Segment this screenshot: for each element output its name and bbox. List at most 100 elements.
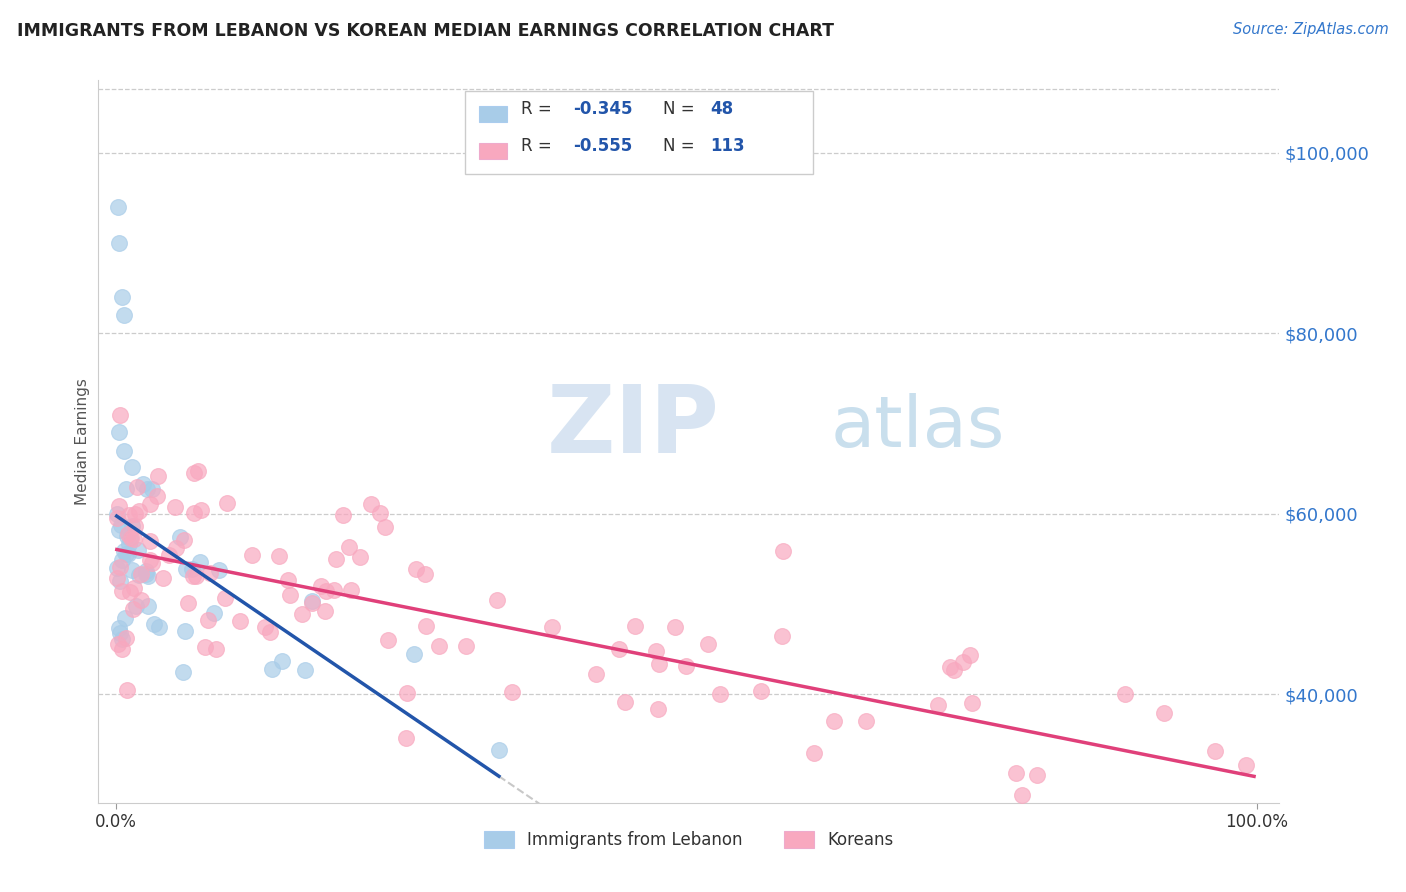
Point <box>174 624 197 638</box>
Point <box>395 686 418 700</box>
Point <box>451 805 474 819</box>
Point <box>165 541 187 556</box>
Point <box>111 290 134 304</box>
Point <box>207 563 229 577</box>
Point <box>291 607 314 622</box>
Point <box>120 531 142 545</box>
Point <box>108 499 131 513</box>
Point <box>148 620 170 634</box>
Point <box>855 714 877 728</box>
Point <box>107 621 129 635</box>
Point <box>110 641 132 656</box>
Point <box>360 497 382 511</box>
Point <box>105 507 128 521</box>
Point <box>139 553 162 567</box>
Point <box>301 596 323 610</box>
Point <box>107 637 129 651</box>
Point <box>349 550 371 565</box>
Point <box>173 533 195 548</box>
Point <box>183 466 205 480</box>
Point <box>157 548 180 562</box>
Text: ZIP: ZIP <box>547 381 720 473</box>
Text: -0.555: -0.555 <box>574 136 633 155</box>
Point <box>114 547 136 561</box>
Point <box>143 616 166 631</box>
Point <box>115 682 138 697</box>
Point <box>1026 767 1049 781</box>
Point <box>259 624 281 639</box>
Point <box>118 508 141 522</box>
Point <box>217 496 239 510</box>
Point <box>138 498 160 512</box>
Point <box>624 619 647 633</box>
Point <box>803 746 825 760</box>
Point <box>118 585 141 599</box>
Text: Source: ZipAtlas.com: Source: ZipAtlas.com <box>1233 22 1389 37</box>
Point <box>183 506 205 520</box>
Point <box>120 531 142 545</box>
Point <box>332 508 354 522</box>
Point <box>194 640 217 654</box>
Point <box>696 637 718 651</box>
Text: R =: R = <box>522 100 557 119</box>
Text: 48: 48 <box>710 100 734 119</box>
Point <box>488 743 510 757</box>
Point <box>486 592 509 607</box>
Point <box>823 714 845 729</box>
Point <box>301 593 323 607</box>
Point <box>146 489 169 503</box>
Point <box>110 632 132 647</box>
Point <box>107 200 129 214</box>
Point <box>108 626 131 640</box>
Text: N =: N = <box>664 136 695 155</box>
Point <box>585 667 607 681</box>
Text: -0.345: -0.345 <box>574 100 633 119</box>
Point <box>163 500 186 514</box>
Point <box>181 568 204 582</box>
Point <box>139 533 162 548</box>
Point <box>176 596 198 610</box>
Point <box>115 529 138 543</box>
Point <box>770 629 793 643</box>
Point <box>131 566 153 581</box>
Point <box>124 507 146 521</box>
Point <box>278 588 301 602</box>
Text: N =: N = <box>664 100 695 119</box>
Point <box>112 444 135 458</box>
Point <box>174 562 197 576</box>
Point <box>959 648 981 662</box>
Point <box>108 523 131 537</box>
Point <box>325 552 347 566</box>
Point <box>540 620 562 634</box>
Point <box>709 687 731 701</box>
Point <box>675 659 697 673</box>
Point <box>614 695 637 709</box>
Point <box>169 530 191 544</box>
Point <box>105 510 128 524</box>
Point <box>135 564 157 578</box>
Point <box>314 603 336 617</box>
Point <box>939 660 962 674</box>
Point <box>141 556 163 570</box>
Legend: Immigrants from Lebanon, Koreans: Immigrants from Lebanon, Koreans <box>477 824 901 856</box>
Text: R =: R = <box>522 136 557 155</box>
Point <box>111 553 134 567</box>
Point <box>277 574 299 588</box>
Point <box>260 662 283 676</box>
Point <box>1005 765 1028 780</box>
Point <box>254 620 277 634</box>
Point <box>374 520 396 534</box>
Point <box>108 425 131 439</box>
Point <box>413 566 436 581</box>
Point <box>152 571 174 585</box>
Point <box>427 639 450 653</box>
Point <box>186 568 208 582</box>
Point <box>309 579 332 593</box>
Point <box>772 544 794 558</box>
Point <box>294 664 316 678</box>
Point <box>111 584 134 599</box>
Point <box>1153 706 1175 720</box>
Point <box>942 663 965 677</box>
Point <box>121 563 143 577</box>
Point <box>128 568 150 582</box>
